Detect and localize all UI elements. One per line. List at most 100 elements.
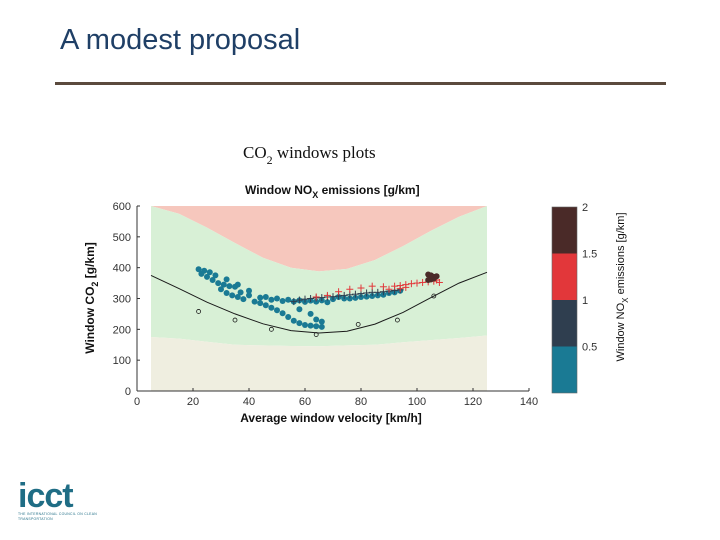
data-point: [220, 281, 227, 288]
data-point: [352, 294, 359, 301]
reference-curve: [150, 271, 488, 334]
data-point-plus: [301, 295, 309, 303]
data-point: [285, 314, 292, 320]
data-point-plus: [307, 295, 315, 302]
data-point: [274, 307, 280, 314]
chart-subtitle: Window NOX emissions [g/km]: [245, 183, 420, 200]
colorbar-segment: [552, 207, 577, 254]
data-point-plus: [318, 294, 326, 302]
data-point: [209, 277, 216, 283]
reference-marker: [268, 326, 274, 332]
slide-title: A modest proposal: [60, 24, 301, 56]
data-point: [237, 289, 244, 296]
data-point: [206, 269, 213, 276]
data-point: [279, 297, 286, 304]
data-point: [262, 293, 269, 300]
icct-logo: icct THE INTERNATIONAL COUNCIL ON CLEAN …: [18, 478, 108, 526]
colorbar: 0.5 1 1.5 2: [551, 202, 597, 394]
colorbar-tick-label: 0.5: [582, 342, 597, 354]
data-point-plus: [312, 293, 320, 301]
colorbar-label: Window NOX emissions [g/km]: [615, 213, 630, 362]
reference-marker: [355, 321, 361, 327]
y-tick-label: 0: [125, 386, 131, 398]
data-point-plus: [351, 290, 359, 298]
data-point: [234, 281, 241, 288]
data-point-plus: [340, 291, 348, 299]
logo-wordmark: icct: [18, 477, 74, 515]
data-point-plus: [402, 283, 410, 291]
data-point: [262, 302, 269, 309]
data-point: [346, 295, 353, 302]
data-point: [290, 317, 297, 324]
data-point-plus: [413, 279, 421, 287]
colorbar-segment: [552, 300, 577, 347]
x-tick-label: 60: [299, 396, 311, 408]
data-point: [363, 293, 370, 300]
x-tick-label: 100: [408, 396, 426, 408]
tick-labels: 0 20 40 60 80 100 120 140 0 100 200 300 400 500 600: [113, 201, 539, 408]
reference-curve-layer: [150, 271, 488, 337]
data-point-plus: [335, 288, 343, 296]
x-tick-label: 140: [520, 396, 538, 408]
data-point: [226, 283, 233, 290]
data-point: [296, 306, 303, 313]
data-point: [302, 322, 308, 329]
data-point: [268, 304, 275, 311]
y-tick-label: 500: [113, 232, 131, 244]
data-point: [240, 296, 247, 303]
reference-marker: [232, 317, 238, 323]
data-point-plus: [419, 278, 427, 286]
data-point: [268, 296, 275, 303]
data-point: [201, 267, 208, 274]
data-point: [318, 318, 325, 325]
data-point: [257, 300, 264, 307]
data-point-plus: [368, 282, 376, 290]
data-point: [234, 293, 241, 300]
data-point: [313, 323, 320, 330]
data-point: [274, 295, 280, 302]
zone-layer: [151, 206, 487, 391]
data-point-plus: [379, 283, 387, 291]
title-divider: [55, 82, 666, 85]
data-point: [229, 292, 236, 299]
chart-title: CO2 windows plots: [243, 143, 376, 167]
data-point: [257, 294, 264, 301]
data-point: [246, 287, 252, 294]
lower-zone: [151, 335, 487, 391]
data-point: [218, 286, 224, 293]
data-point: [433, 273, 440, 280]
y-tick-label: 300: [113, 294, 131, 306]
data-point: [324, 299, 331, 306]
y-tick-label: 200: [113, 324, 131, 336]
data-point-plus: [407, 280, 415, 288]
data-point: [223, 289, 230, 296]
data-point: [307, 322, 314, 329]
data-point: [212, 272, 219, 279]
tolerance-band: [151, 206, 487, 347]
y-tick-label: 100: [113, 355, 131, 367]
colorbar-segment: [552, 253, 577, 300]
data-point: [246, 292, 252, 299]
reference-marker: [196, 309, 202, 314]
data-point-plus: [363, 289, 371, 297]
data-point: [296, 320, 303, 327]
data-point-plus: [357, 284, 365, 292]
data-points: [195, 266, 443, 330]
colorbar-tick-label: 1: [582, 295, 588, 307]
data-point: [318, 323, 325, 330]
y-tick-label: 400: [113, 263, 131, 275]
data-point-plus: [396, 285, 404, 293]
upper-zone: [151, 206, 487, 272]
data-point: [215, 280, 222, 287]
reference-marker: [313, 332, 319, 337]
colorbar-frame: [551, 206, 578, 394]
data-point-plus: [346, 285, 354, 293]
y-tick-label: 600: [113, 201, 131, 213]
data-point: [223, 276, 230, 283]
axes: [136, 205, 530, 392]
colorbar-tick-label: 1.5: [582, 249, 597, 261]
x-axis-label: Average window velocity [km/h]: [240, 411, 422, 425]
colorbar-tick-label: 2: [582, 202, 588, 214]
data-point-plus: [295, 296, 303, 304]
reference-marker: [431, 293, 437, 299]
